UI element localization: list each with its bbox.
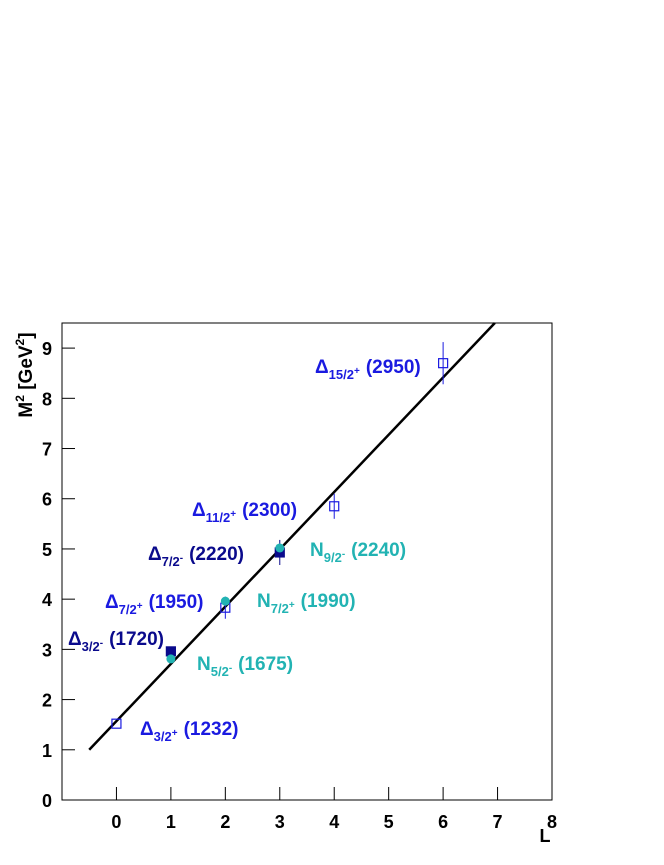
y-tick-label: 5 — [42, 540, 52, 560]
label-sub: 5/2 — [211, 664, 229, 679]
point — [275, 543, 285, 553]
point-label: Δ3/2- (1720) — [68, 629, 164, 654]
y-tick-label: 2 — [42, 691, 52, 711]
label-base: N — [197, 654, 211, 675]
label-base: N — [257, 591, 271, 612]
y-title-main: M — [16, 402, 37, 418]
label-mass: (2220) — [189, 544, 244, 565]
label-mass: (1950) — [149, 592, 204, 613]
label-sub: 9/2 — [324, 550, 342, 565]
x-tick-label: 1 — [166, 812, 176, 832]
label-base: Δ — [192, 500, 206, 521]
label-mass: (1232) — [184, 719, 239, 740]
y-title-sup: 2 — [13, 395, 27, 402]
x-tick-label: 2 — [220, 812, 230, 832]
y-title-close: ] — [16, 332, 37, 338]
label-sub: 7/2 — [119, 602, 137, 617]
y-tick-label: 6 — [42, 490, 52, 510]
point — [438, 358, 449, 369]
label-sub: 11/2 — [206, 510, 231, 525]
x-tick-label: 6 — [438, 812, 448, 832]
y-tick-label: 0 — [42, 791, 52, 811]
point-label: N5/2- (1675) — [197, 654, 293, 679]
y-tick-label: 7 — [42, 440, 52, 460]
point-label: Δ7/2- (2220) — [148, 544, 244, 569]
label-sign: - — [180, 553, 183, 564]
label-sub: 15/2 — [329, 367, 354, 382]
label-sub: 3/2 — [82, 639, 100, 654]
label-sign: - — [342, 549, 345, 560]
y-title-sup: 2 — [13, 338, 27, 345]
label-sub: 7/2 — [271, 601, 289, 616]
y-tick-label: 8 — [42, 389, 52, 409]
point-label: Δ11/2+ (2300) — [192, 500, 297, 525]
x-tick-label: 7 — [493, 812, 503, 832]
x-tick-label: 8 — [547, 812, 557, 832]
point-label: Δ7/2+ (1950) — [105, 592, 204, 617]
label-base: Δ — [105, 592, 119, 613]
label-base: Δ — [315, 357, 329, 378]
label-sign: + — [354, 366, 360, 377]
x-tick-label: 3 — [275, 812, 285, 832]
label-base: Δ — [140, 719, 154, 740]
plot-frame — [61, 322, 553, 801]
label-mass: (1990) — [301, 591, 356, 612]
x-tick-label: 0 — [111, 812, 121, 832]
label-base: Δ — [68, 629, 82, 650]
label-sign: + — [137, 601, 143, 612]
label-base: N — [310, 540, 324, 561]
y-tick-label: 1 — [42, 741, 52, 761]
label-mass: (2300) — [242, 500, 297, 521]
point-label: N9/2- (2240) — [310, 540, 406, 565]
x-axis-title: L — [540, 826, 551, 846]
point — [329, 501, 340, 512]
point — [111, 718, 122, 729]
x-tick-label: 5 — [384, 812, 394, 832]
label-mass: (1720) — [109, 629, 164, 650]
y-tick-label: 4 — [42, 590, 52, 610]
label-sign: + — [172, 728, 178, 739]
point — [220, 596, 230, 606]
label-mass: (1675) — [238, 654, 293, 675]
label-sign: + — [289, 600, 295, 611]
y-title-unit: [GeV — [16, 345, 37, 395]
label-sub: 7/2 — [162, 554, 180, 569]
y-tick-label: 9 — [42, 339, 52, 359]
fit-line — [88, 322, 496, 751]
label-base: Δ — [148, 544, 162, 565]
label-sign: + — [230, 509, 236, 520]
x-tick-label: 4 — [329, 812, 339, 832]
label-mass: (2240) — [351, 540, 406, 561]
point-label: N7/2+ (1990) — [257, 591, 356, 616]
point — [166, 654, 176, 664]
label-sign: - — [229, 663, 232, 674]
point-label: Δ3/2+ (1232) — [140, 719, 239, 744]
label-mass: (2950) — [366, 357, 421, 378]
y-axis-title: M2 [GeV2] — [13, 332, 37, 417]
y-tick-label: 3 — [42, 640, 52, 660]
point-label: Δ15/2+ (2950) — [315, 357, 421, 382]
label-sign: - — [100, 638, 103, 649]
label-sub: 3/2 — [154, 729, 172, 744]
